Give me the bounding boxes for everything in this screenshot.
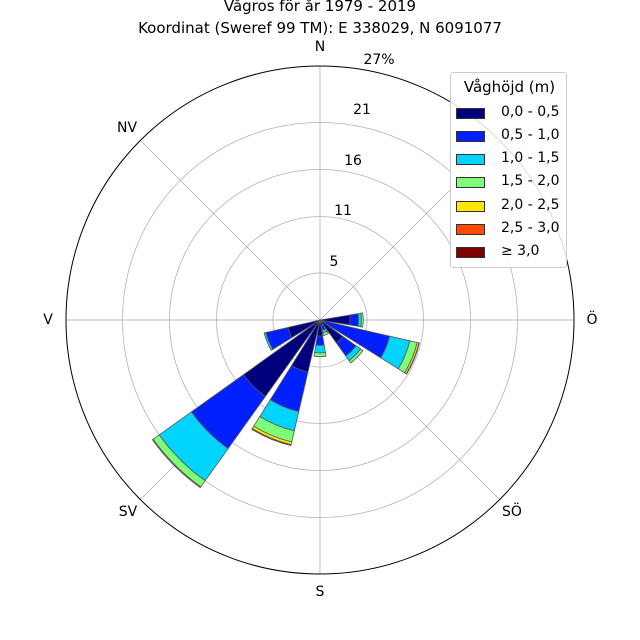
rose-bar-segment bbox=[151, 438, 202, 489]
grid-spoke bbox=[140, 140, 321, 321]
legend-swatch bbox=[456, 131, 485, 142]
rose-bar-segment bbox=[405, 342, 420, 375]
legend-label: 1,0 - 1,5 bbox=[501, 150, 560, 166]
dir-label-n: N bbox=[315, 39, 325, 55]
legend-swatch bbox=[456, 224, 485, 235]
legend-title: Våghöjd (m) bbox=[463, 78, 556, 96]
rose-bar-segment bbox=[263, 332, 274, 351]
legend-label: 0,0 - 0,5 bbox=[501, 104, 560, 120]
ring-label-max: 27% bbox=[363, 52, 394, 68]
legend-item: 0,0 - 0,5 bbox=[456, 104, 566, 121]
legend-swatch bbox=[456, 201, 485, 212]
legend-item: 2,0 - 2,5 bbox=[456, 197, 566, 214]
legend-swatch bbox=[456, 154, 485, 165]
legend-item: 1,0 - 1,5 bbox=[456, 150, 566, 167]
dir-label-sv: SV bbox=[119, 504, 138, 520]
grid-ring bbox=[216, 216, 424, 424]
legend-item: ≥ 3,0 bbox=[456, 243, 566, 260]
legend-swatch bbox=[456, 108, 485, 119]
legend-item: 2,5 - 3,0 bbox=[456, 220, 566, 237]
rose-bar-segment bbox=[313, 352, 327, 358]
legend-item: 0,5 - 1,0 bbox=[456, 127, 566, 144]
dir-label-s: S bbox=[316, 584, 325, 600]
polar-frame bbox=[65, 65, 575, 575]
rose-bar-segment bbox=[322, 330, 330, 337]
grid-ring bbox=[272, 272, 368, 368]
legend-item: 1,5 - 2,0 bbox=[456, 173, 566, 190]
ring-label-21: 21 bbox=[353, 102, 371, 118]
rose-bar-segment bbox=[314, 344, 326, 354]
rose-bar-segment bbox=[251, 428, 292, 447]
legend-label: 2,5 - 3,0 bbox=[501, 220, 560, 236]
ring-label-5: 5 bbox=[330, 254, 339, 270]
rose-bar-segment bbox=[360, 312, 364, 328]
legend-swatch bbox=[456, 177, 485, 188]
legend-swatch bbox=[456, 247, 485, 258]
rose-bars bbox=[151, 312, 420, 489]
legend-label: ≥ 3,0 bbox=[501, 243, 540, 259]
legend: Våghöjd (m) 0,0 - 0,5 0,5 - 1,0 1,0 - 1,… bbox=[450, 72, 567, 268]
grid-ring bbox=[121, 121, 519, 519]
dir-label-nv: NV bbox=[117, 120, 137, 136]
rose-bar-segment bbox=[348, 348, 364, 364]
ring-label-16: 16 bbox=[344, 153, 362, 169]
legend-label: 2,0 - 2,5 bbox=[501, 197, 560, 213]
dir-label-v: V bbox=[43, 312, 53, 328]
rose-bar-segment bbox=[315, 335, 325, 346]
chart-title: Vågros för år 1979 - 2019 bbox=[223, 0, 417, 15]
rose-bar-segment bbox=[349, 313, 359, 327]
ring-label-11: 11 bbox=[334, 203, 352, 219]
grid-ring bbox=[169, 169, 471, 471]
legend-label: 0,5 - 1,0 bbox=[501, 127, 560, 143]
chart-subtitle: Koordinat (Sweref 99 TM): E 338029, N 60… bbox=[138, 19, 502, 37]
dir-label-o: Ö bbox=[586, 310, 597, 328]
legend-label: 1,5 - 2,0 bbox=[501, 173, 560, 189]
dir-label-so: SÖ bbox=[502, 502, 522, 520]
direction-labels: N Ö S V NV SÖ SV bbox=[43, 39, 597, 600]
radial-tick-labels: 5 11 16 21 27% bbox=[330, 52, 395, 270]
